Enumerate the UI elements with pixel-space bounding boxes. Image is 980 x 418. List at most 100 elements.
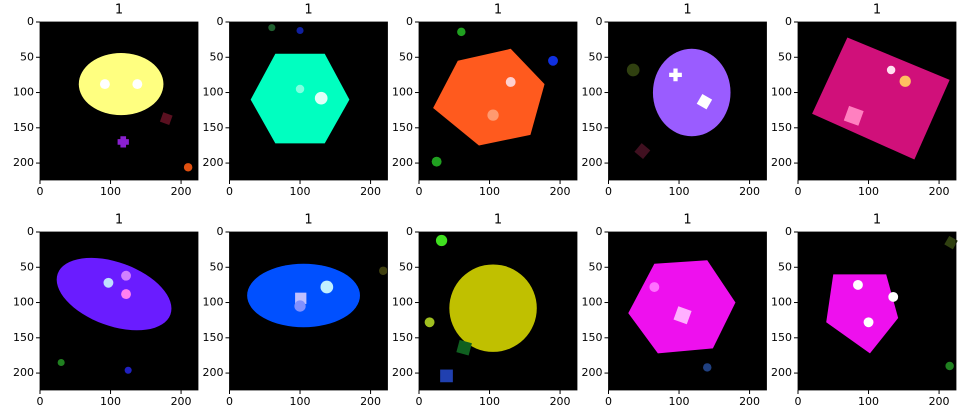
axes-frame — [608, 231, 767, 391]
y-tick-label: 0 — [217, 15, 224, 28]
x-tick-label: 100 — [858, 395, 879, 408]
y-tick-label: 0 — [785, 15, 792, 28]
image — [229, 22, 388, 180]
y-tick-label: 200 — [771, 156, 792, 169]
axes-frame — [797, 21, 957, 181]
x-tick-label: 200 — [550, 185, 571, 198]
panel-title: 1 — [494, 3, 502, 18]
y-tick-label: 150 — [582, 331, 603, 344]
y-tick-label: 150 — [203, 331, 224, 344]
image — [798, 22, 956, 180]
y-tick-label: 50 — [778, 260, 792, 273]
panel-title: 1 — [494, 213, 502, 228]
y-tick-label: 100 — [392, 86, 413, 99]
image — [608, 232, 767, 390]
y-tick-label: 200 — [392, 156, 413, 169]
x-tick-label: 0 — [416, 395, 423, 408]
axes-frame — [229, 231, 388, 391]
y-tick-label: 0 — [27, 15, 34, 28]
axes-frame — [39, 21, 199, 181]
x-tick-label: 100 — [669, 395, 690, 408]
panel-title: 1 — [683, 213, 691, 228]
y-tick-label: 50 — [210, 50, 224, 63]
y-tick-label: 150 — [13, 121, 34, 134]
y-tick-label: 100 — [13, 296, 34, 309]
y-tick-label: 200 — [771, 366, 792, 379]
panel-title: 1 — [304, 3, 312, 18]
x-tick-label: 200 — [739, 395, 760, 408]
panel-title: 1 — [683, 3, 691, 18]
x-tick-label: 100 — [479, 185, 500, 198]
y-tick-label: 50 — [20, 50, 34, 63]
x-tick-label: 100 — [669, 185, 690, 198]
panel-title: 1 — [873, 213, 881, 228]
image — [40, 22, 198, 180]
axes-frame — [229, 21, 388, 181]
y-tick-label: 200 — [392, 366, 413, 379]
image — [798, 232, 958, 390]
y-tick-label: 100 — [771, 296, 792, 309]
y-tick-label: 100 — [582, 296, 603, 309]
y-tick-label: 100 — [203, 296, 224, 309]
x-tick-label: 100 — [290, 395, 311, 408]
image — [419, 232, 577, 390]
x-tick-label: 100 — [100, 395, 121, 408]
panel-title: 1 — [115, 213, 123, 228]
y-tick-label: 0 — [785, 225, 792, 238]
x-tick-label: 200 — [171, 185, 192, 198]
axes-frame — [418, 231, 578, 391]
y-tick-label: 100 — [771, 86, 792, 99]
axes-frame — [39, 231, 199, 391]
axes-frame — [797, 231, 957, 391]
y-tick-label: 0 — [406, 15, 413, 28]
x-tick-label: 0 — [226, 185, 233, 198]
y-tick-label: 0 — [406, 225, 413, 238]
image — [40, 232, 198, 390]
y-tick-label: 150 — [13, 331, 34, 344]
y-tick-label: 100 — [13, 86, 34, 99]
x-tick-label: 0 — [795, 395, 802, 408]
x-tick-label: 200 — [550, 395, 571, 408]
y-tick-label: 200 — [13, 156, 34, 169]
panel-title: 1 — [115, 3, 123, 18]
x-tick-label: 0 — [795, 185, 802, 198]
x-tick-label: 0 — [605, 185, 612, 198]
x-tick-label: 200 — [929, 395, 950, 408]
y-tick-label: 0 — [596, 15, 603, 28]
y-tick-label: 50 — [399, 260, 413, 273]
y-tick-label: 100 — [392, 296, 413, 309]
y-tick-label: 200 — [13, 366, 34, 379]
x-tick-label: 100 — [290, 185, 311, 198]
axes-frame — [608, 21, 767, 181]
x-tick-label: 100 — [100, 185, 121, 198]
y-tick-label: 150 — [771, 331, 792, 344]
x-tick-label: 0 — [226, 395, 233, 408]
panel-title: 1 — [873, 3, 881, 18]
y-tick-label: 150 — [582, 121, 603, 134]
axes-frame — [418, 21, 578, 181]
y-tick-label: 200 — [203, 156, 224, 169]
y-tick-label: 200 — [582, 366, 603, 379]
x-tick-label: 100 — [479, 395, 500, 408]
y-tick-label: 150 — [771, 121, 792, 134]
y-tick-label: 200 — [582, 156, 603, 169]
x-tick-label: 200 — [739, 185, 760, 198]
y-tick-label: 200 — [203, 366, 224, 379]
image — [229, 232, 388, 390]
x-tick-label: 0 — [37, 395, 44, 408]
x-tick-label: 200 — [360, 185, 381, 198]
x-tick-label: 200 — [171, 395, 192, 408]
panel-title: 1 — [304, 213, 312, 228]
x-tick-label: 200 — [929, 185, 950, 198]
image — [419, 22, 577, 180]
x-tick-label: 0 — [416, 185, 423, 198]
y-tick-label: 50 — [778, 50, 792, 63]
y-tick-label: 100 — [203, 86, 224, 99]
y-tick-label: 150 — [392, 121, 413, 134]
y-tick-label: 150 — [203, 121, 224, 134]
y-tick-label: 0 — [27, 225, 34, 238]
y-tick-label: 0 — [217, 225, 224, 238]
x-tick-label: 0 — [605, 395, 612, 408]
x-tick-label: 100 — [858, 185, 879, 198]
